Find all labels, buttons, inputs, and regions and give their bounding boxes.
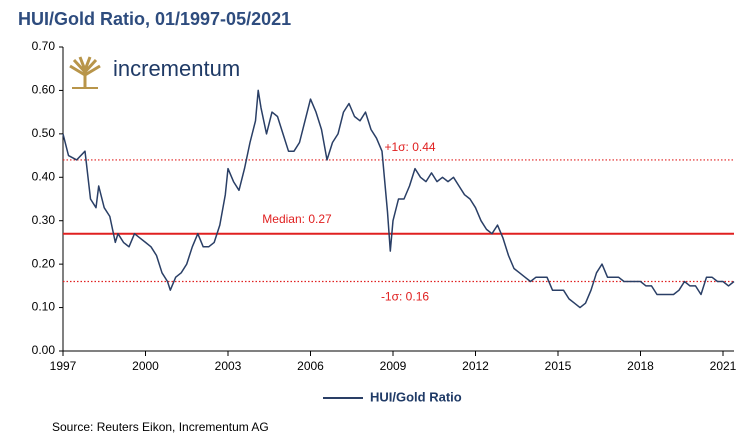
x-tick-label: 2006 [297,359,324,373]
y-tick-label: 0.60 [32,83,56,97]
y-tick-label: 0.10 [32,300,56,314]
y-tick-label: 0.50 [32,126,56,140]
source: Source: Reuters Eikon, Incrementum AG [52,420,269,434]
reference-label: -1σ: 0.16 [381,290,429,304]
logo-text: incrementum [113,56,240,81]
legend-label: HUI/Gold Ratio [370,389,462,404]
x-tick-label: 2009 [380,359,407,373]
data-line [62,89,735,309]
x-tick-label: 2015 [545,359,572,373]
x-tick-label: 2021 [710,359,737,373]
x-tick-label: 1997 [50,359,77,373]
y-tick-label: 0.70 [32,39,56,53]
x-tick-label: 2003 [215,359,242,373]
reference-label: Median: 0.27 [262,212,332,226]
reference-label: +1σ: 0.44 [384,140,435,154]
y-tick-label: 0.30 [32,213,56,227]
y-tick-label: 0.00 [32,343,56,357]
logo-icon [66,56,104,90]
x-tick-label: 2012 [462,359,489,373]
y-tick-label: 0.20 [32,256,56,270]
x-tick-label: 2000 [132,359,159,373]
y-tick-label: 0.40 [32,169,56,183]
x-tick-label: 2018 [627,359,654,373]
chart-title: HUI/Gold Ratio, 01/1997-05/2021 [18,9,291,29]
